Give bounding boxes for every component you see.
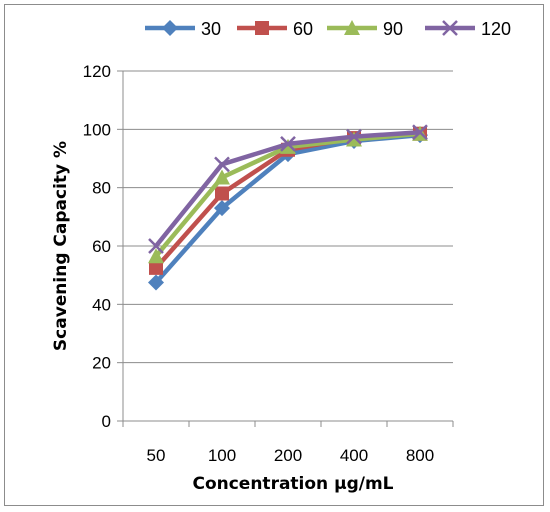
data-point	[214, 156, 230, 173]
marker-stroke	[280, 136, 296, 152]
y-tick-label: 60	[92, 237, 111, 256]
series-120	[148, 124, 428, 254]
marker-stroke	[412, 124, 428, 141]
legend-marker	[344, 20, 360, 35]
data-point	[346, 128, 362, 145]
data-point	[412, 124, 428, 141]
data-point	[148, 248, 164, 264]
chart-frame	[4, 4, 544, 506]
legend-marker	[442, 20, 458, 36]
x-tick-label: 50	[147, 446, 166, 465]
y-tick-label: 20	[92, 354, 111, 373]
legend-item-90: 90	[327, 19, 403, 39]
legend-label: 120	[481, 19, 511, 39]
y-tick-label: 120	[83, 62, 111, 81]
data-point	[214, 169, 230, 185]
x-tick-label: 100	[208, 446, 236, 465]
legend-label: 60	[293, 19, 313, 39]
grid-lines	[123, 70, 453, 364]
data-point	[148, 274, 164, 291]
axes	[117, 70, 454, 427]
legend-label: 30	[201, 19, 221, 39]
x-axis-title: Concentration µg/mL	[192, 474, 393, 494]
data-series	[148, 124, 428, 291]
x-tick-label: 800	[406, 446, 434, 465]
legend-item-120: 120	[425, 19, 511, 39]
legend: 30 60 90 120	[145, 19, 511, 39]
y-tick-label: 80	[92, 179, 111, 198]
y-tick-label: 100	[83, 120, 111, 139]
marker-stroke	[148, 238, 164, 254]
data-point	[214, 200, 230, 217]
marker-stroke	[346, 128, 362, 145]
legend-item-60: 60	[237, 19, 313, 39]
legend-item-30: 30	[145, 19, 221, 39]
data-point	[215, 186, 229, 201]
y-axis-title: Scavening Capacity %	[51, 141, 71, 351]
data-point	[346, 131, 362, 147]
data-point	[149, 260, 163, 275]
data-point	[280, 136, 296, 152]
x-tick-label: 200	[274, 446, 302, 465]
legend-marker	[162, 20, 178, 36]
y-tick-label: 40	[92, 295, 111, 314]
y-tick-labels: 0 20 40 60 80 100 120	[83, 62, 111, 431]
legend-label: 90	[383, 19, 403, 39]
marker-stroke	[214, 156, 230, 173]
y-tick-label: 0	[102, 412, 111, 431]
data-point	[148, 238, 164, 254]
marker-stroke	[442, 20, 458, 36]
data-point	[280, 138, 296, 154]
legend-marker	[255, 21, 269, 35]
x-tick-labels: 50 100 200 400 800	[147, 446, 435, 465]
x-tick-label: 400	[340, 446, 368, 465]
